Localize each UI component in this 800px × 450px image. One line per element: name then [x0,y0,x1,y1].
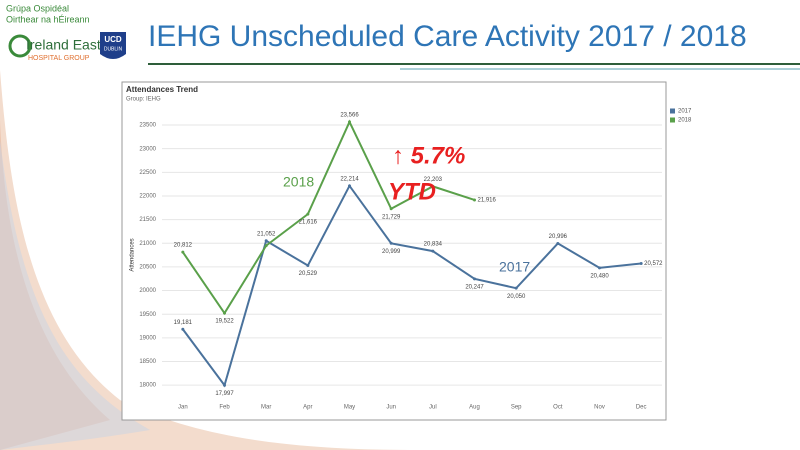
point [181,327,185,331]
y-tick-label: 18500 [139,359,156,365]
y-tick-label: 19500 [139,312,156,318]
point [473,198,476,202]
point [306,212,310,216]
legend-label: 2018 [678,118,692,124]
x-tick-label: Apr [303,405,312,411]
point [264,244,268,248]
group-name: Grúpa Ospidéal [6,3,69,13]
legend-swatch [670,108,675,114]
data-label: 21,616 [299,220,318,226]
y-tick-label: 22500 [139,170,156,176]
point [264,239,268,243]
point [431,184,435,188]
data-label: 19,181 [174,320,193,326]
point [514,286,518,290]
ucd-crest [100,32,126,59]
point [431,249,435,253]
legend-label: 2017 [678,109,692,115]
x-tick-label: May [344,405,355,411]
point [389,241,393,245]
logo-sub: HOSPITAL GROUP [28,55,90,62]
y-tick-label: 20000 [139,288,156,294]
y-tick-label: 21500 [139,217,156,223]
data-label: 20,480 [590,273,609,279]
x-tick-label: Mar [261,405,271,411]
data-label: 21,729 [382,214,401,220]
data-label: 23,566 [340,112,359,118]
y-tick-label: 21000 [139,241,156,247]
ucd-sub: DUBLIN [104,46,123,52]
point [473,277,476,281]
point [556,241,560,245]
point [598,266,601,270]
x-tick-label: Jan [178,405,188,411]
annotation: 2018 [283,174,314,190]
data-label: 20,812 [174,243,193,249]
data-label: 19,522 [215,319,234,325]
point [348,184,351,188]
data-label: 20,834 [424,242,443,248]
data-label: 21,916 [478,198,497,204]
decor-swoosh [0,140,150,450]
data-label: 20,999 [382,249,401,255]
series-line [182,183,642,388]
group-name: Oirthear na hÉireann [6,14,90,24]
logo-name: Ireland East [26,37,101,53]
data-label: 21,052 [257,231,276,237]
y-tick-label: 19000 [139,335,156,341]
data-label: 22,214 [340,176,359,182]
data-label: 17,997 [215,391,234,397]
data-label: 20,247 [465,284,484,290]
x-tick-label: Jul [429,405,437,411]
x-tick-label: Oct [553,405,563,411]
point [223,383,226,387]
ucd: UCD [104,35,122,44]
x-tick-label: Sep [511,405,522,411]
data-label: 20,529 [299,271,318,277]
point [639,261,643,265]
y-tick-label: 18000 [139,383,156,389]
point [348,120,351,124]
point [223,311,226,315]
annotation: 2017 [499,259,530,275]
slide-title: IEHG Unscheduled Care Activity 2017 / 20… [148,20,747,53]
point [306,264,310,268]
y-tick-label: 20500 [139,264,156,270]
legend-swatch [670,117,675,123]
point [181,250,185,254]
y-axis-label: Attendances [130,238,136,271]
data-label: 22,203 [424,177,443,183]
x-tick-label: Nov [594,405,605,411]
y-tick-label: 23000 [139,146,156,152]
chart-frame [121,81,667,421]
point [389,207,393,211]
y-tick-label: 22000 [139,194,156,200]
data-label: 20,572 [644,261,663,267]
chart-subtitle: Group: IEHG [126,97,161,103]
annotation: YTD [388,178,436,205]
data-label: 20,996 [549,234,568,240]
x-tick-label: Aug [469,405,480,411]
x-tick-label: Jun [386,405,396,411]
annotation: ↑ 5.7% [392,142,465,169]
x-tick-label: Dec [636,405,647,411]
chart-title: Attendances Trend [126,85,198,94]
series-line [182,119,475,315]
x-tick-label: Feb [219,405,230,411]
y-tick-label: 23500 [139,123,156,129]
data-label: 20,050 [507,294,526,300]
logo-ring [8,34,32,58]
